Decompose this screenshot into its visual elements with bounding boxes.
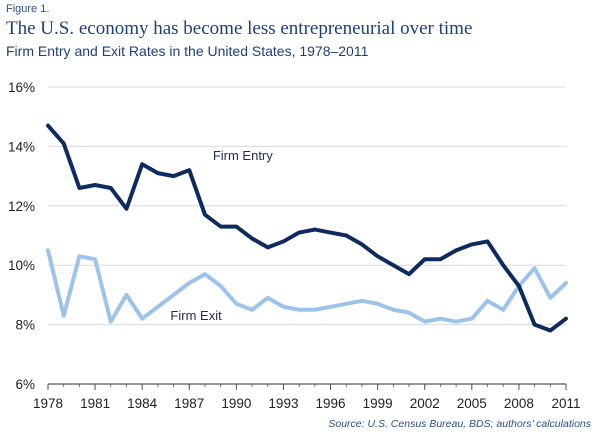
y-tick-label: 16% — [8, 80, 35, 95]
x-tick-label: 2008 — [504, 396, 534, 411]
y-tick-label: 6% — [15, 377, 35, 392]
figure-title: The U.S. economy has become less entrepr… — [6, 18, 473, 39]
x-tick-label: 1996 — [316, 396, 346, 411]
y-tick-label: 10% — [8, 258, 35, 273]
source-note: Source: U.S. Census Bureau, BDS; authors… — [328, 418, 591, 430]
x-tick-label: 1993 — [268, 396, 298, 411]
firm-exit-line — [46, 248, 568, 324]
x-tick-label: 1978 — [33, 396, 63, 411]
x-tick-label: 1987 — [174, 396, 204, 411]
y-tick-label: 14% — [8, 139, 35, 154]
x-tick-label: 1984 — [127, 396, 158, 411]
firm-entry-label: Firm Entry — [213, 148, 273, 163]
x-tick-label: 2011 — [551, 396, 580, 411]
chart-subtitle: Firm Entry and Exit Rates in the United … — [6, 43, 369, 59]
x-tick-label: 1990 — [221, 396, 251, 411]
x-tick-label: 2005 — [457, 396, 487, 411]
y-tick-label: 8% — [15, 318, 35, 333]
figure-label: Figure 1. — [6, 3, 50, 15]
firm-exit-label: Firm Exit — [170, 308, 222, 323]
firm-entry-line — [46, 123, 568, 333]
x-tick-label: 1999 — [363, 396, 393, 411]
x-tick-label: 1981 — [80, 396, 110, 411]
y-tick-label: 12% — [8, 199, 35, 214]
x-tick-label: 2002 — [410, 396, 440, 411]
